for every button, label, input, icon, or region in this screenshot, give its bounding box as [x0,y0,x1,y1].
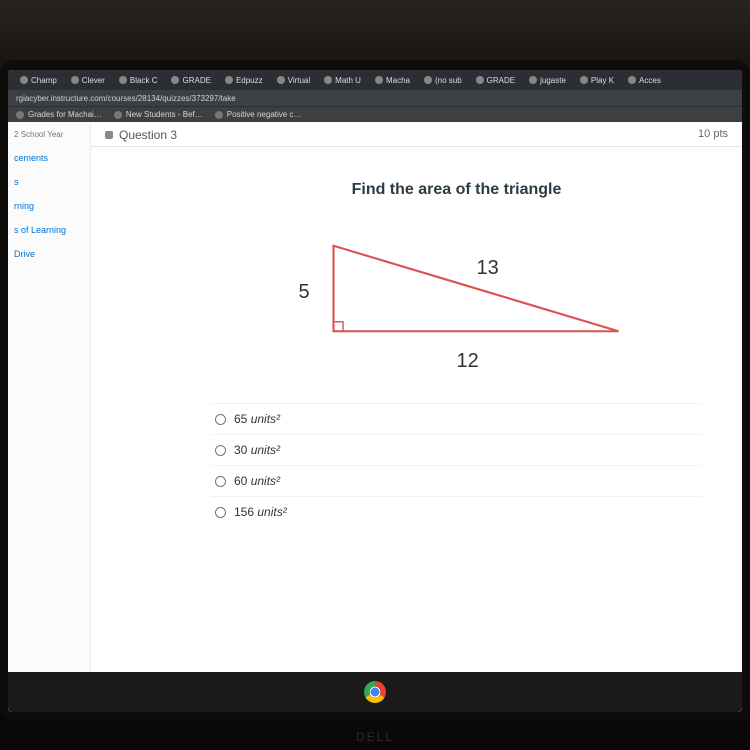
tab-favicon [20,76,28,84]
tab-favicon [375,76,383,84]
bookmark-label: Positive negative c… [227,110,302,119]
tab-favicon [225,76,233,84]
answer-text: 156 units² [234,505,287,519]
browser-tab[interactable]: GRADE [165,74,216,87]
triangle-figure: 5 13 12 [267,223,647,373]
bookmark-icon [114,111,122,119]
tab-title: jugaste [540,76,566,85]
tab-favicon [580,76,588,84]
answer-radio[interactable] [215,476,226,487]
browser-tab[interactable]: Clever [65,74,111,87]
flag-icon[interactable] [105,131,113,139]
sidebar-heading: 2 School Year [14,130,84,139]
browser-tab[interactable]: Edpuzz [219,74,269,87]
browser-tab[interactable]: Champ [14,74,63,87]
bookmark-icon [215,111,223,119]
triangle-label-left: 5 [299,281,310,304]
laptop-bezel: Champ Clever Black C GRADE Edpuzz Virtual Math… [0,60,750,720]
answer-option[interactable]: 60 units² [211,465,702,496]
tab-favicon [71,76,79,84]
tab-title: Math U [335,76,361,85]
browser-address-bar[interactable]: rgiacyber.instructure.com/courses/28134/… [8,90,742,106]
browser-tab[interactable]: Virtual [271,74,317,87]
browser-tab[interactable]: (no sub [418,74,468,87]
answer-radio[interactable] [215,414,226,425]
tab-favicon [119,76,127,84]
sidebar-link[interactable]: cements [14,153,84,163]
question-label: Question 3 [119,128,177,142]
sidebar-link[interactable]: s [14,177,84,187]
bookmark-item[interactable]: New Students - Bef… [114,110,203,119]
tab-title: Play K [591,76,614,85]
tab-favicon [476,76,484,84]
page-content: 2 School Year cements s rning s of Learning… [8,122,742,712]
bookmark-icon [16,111,24,119]
browser-tab[interactable]: jugaste [523,74,572,87]
triangle-label-hypotenuse: 13 [477,257,499,280]
tab-favicon [171,76,179,84]
question-prompt: Find the area of the triangle [211,181,702,199]
tab-favicon [277,76,285,84]
bookmark-label: New Students - Bef… [126,110,203,119]
answer-text: 30 units² [234,443,280,457]
taskbar [8,672,742,712]
answer-radio[interactable] [215,445,226,456]
sidebar-link[interactable]: s of Learning [14,225,84,235]
tab-favicon [628,76,636,84]
tab-title: Edpuzz [236,76,263,85]
quiz-main: Question 3 10 pts Find the area of the t… [90,122,742,712]
laptop-brand: DELL [356,730,394,744]
tab-title: GRADE [487,76,515,85]
browser-tab[interactable]: Macha [369,74,416,87]
browser-tab[interactable]: Math U [318,74,367,87]
browser-tab[interactable]: GRADE [470,74,521,87]
browser-tab[interactable]: Black C [113,74,164,87]
answer-radio[interactable] [215,507,226,518]
answer-text: 65 units² [234,412,280,426]
bookmark-item[interactable]: Grades for Machai… [16,110,102,119]
url-text: rgiacyber.instructure.com/courses/28134/… [16,94,236,103]
course-sidebar: 2 School Year cements s rning s of Learning… [8,122,90,712]
bookmark-label: Grades for Machai… [28,110,102,119]
question-header: Question 3 10 pts [91,122,742,147]
answer-option[interactable]: 65 units² [211,403,702,434]
tab-title: Virtual [288,76,311,85]
answer-list: 65 units² 30 units² 60 units² 156 units² [211,403,702,527]
question-body: Find the area of the triangle 5 13 12 65… [91,147,742,527]
browser-tab[interactable]: Acces [622,74,667,87]
tab-favicon [529,76,537,84]
bookmark-item[interactable]: Positive negative c… [215,110,302,119]
tab-title: Acces [639,76,661,85]
triangle-label-base: 12 [457,350,479,373]
tab-title: (no sub [435,76,462,85]
answer-text: 60 units² [234,474,280,488]
bookmarks-bar: Grades for Machai… New Students - Bef… Pos… [8,106,742,122]
tab-title: Macha [386,76,410,85]
screen: Champ Clever Black C GRADE Edpuzz Virtual Math… [8,70,742,712]
sidebar-link[interactable]: rning [14,201,84,211]
tab-favicon [424,76,432,84]
browser-tab[interactable]: Play K [574,74,620,87]
tab-title: Champ [31,76,57,85]
browser-tabstrip: Champ Clever Black C GRADE Edpuzz Virtual Math… [8,70,742,90]
tab-favicon [324,76,332,84]
answer-option[interactable]: 156 units² [211,496,702,527]
tab-title: Black C [130,76,158,85]
tab-title: GRADE [182,76,210,85]
tab-title: Clever [82,76,105,85]
question-points: 10 pts [698,128,728,142]
answer-option[interactable]: 30 units² [211,434,702,465]
chrome-icon[interactable] [364,681,386,703]
sidebar-link[interactable]: Drive [14,249,84,259]
